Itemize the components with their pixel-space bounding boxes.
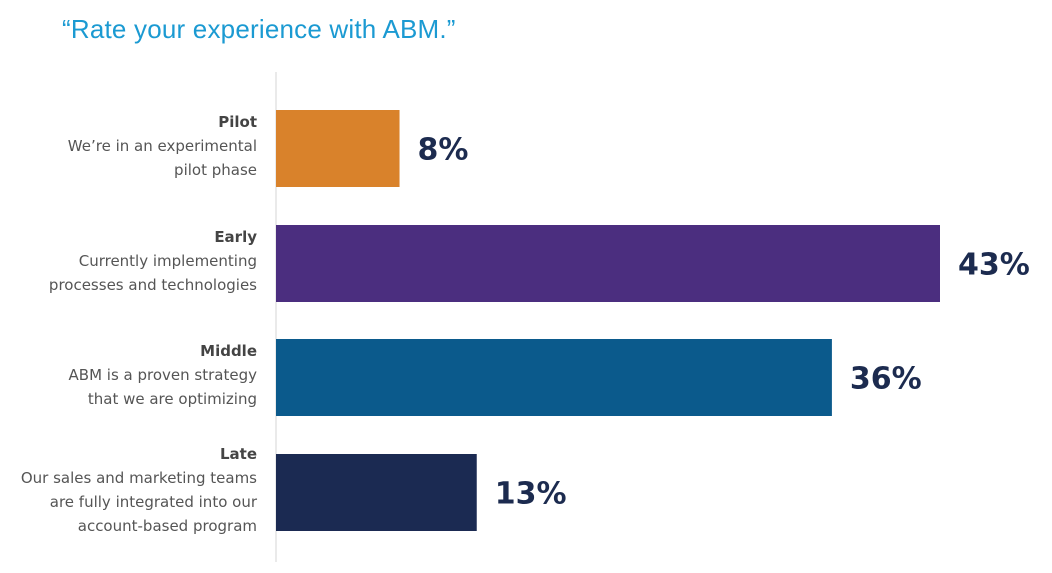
- category-description: account-based program: [77, 516, 257, 535]
- category-description: ABM is a proven strategy: [68, 365, 257, 384]
- value-label: 43%: [958, 248, 1030, 283]
- chart-title: “Rate your experience with ABM.”: [62, 14, 456, 44]
- bar-early: [276, 225, 940, 302]
- category-label: Early Currently implementing processes and…: [49, 225, 257, 297]
- category-label: Late Our sales and marketing teams are ful…: [21, 442, 257, 538]
- bar-middle: [276, 339, 832, 416]
- category-name: Early: [214, 227, 257, 246]
- category-description: Currently implementing: [78, 251, 257, 270]
- bar-late: [276, 454, 477, 531]
- category-description: Our sales and marketing teams: [20, 468, 257, 487]
- category-description: pilot phase: [174, 160, 257, 179]
- value-label: 36%: [850, 362, 922, 397]
- category-label: Middle ABM is a proven strategy that we ar…: [69, 339, 257, 411]
- category-description: are fully integrated into our: [49, 492, 257, 511]
- category-name: Late: [219, 444, 257, 463]
- category-description: that we are optimizing: [87, 389, 257, 408]
- category-description: processes and technologies: [48, 275, 257, 294]
- category-label: Pilot We’re in an experimental pilot phase: [68, 110, 257, 182]
- category-name: Middle: [200, 341, 257, 360]
- category-description: We’re in an experimental: [67, 136, 257, 155]
- bar-pilot: [276, 110, 400, 187]
- value-label: 8%: [418, 133, 469, 168]
- value-label: 13%: [495, 477, 567, 512]
- category-name: Pilot: [218, 112, 257, 131]
